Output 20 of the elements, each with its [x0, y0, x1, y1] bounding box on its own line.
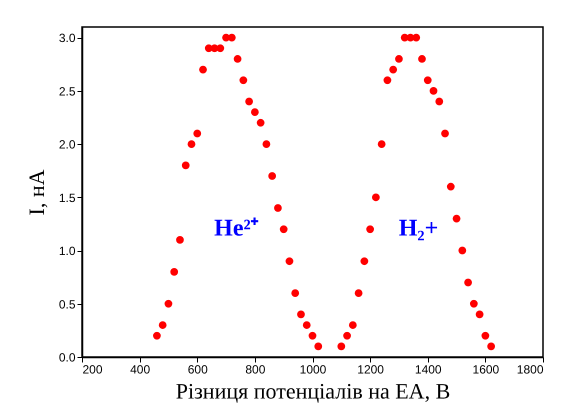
annotation: He²⁺	[214, 215, 259, 242]
y-tick-label: 1.5	[58, 190, 76, 205]
x-tick-label: 1600	[472, 362, 500, 376]
y-tick-label: 2.5	[58, 84, 76, 98]
x-tick-label: 200	[82, 362, 103, 376]
y-tick-label: 2.0	[58, 138, 76, 152]
y-tick-label: 1.0	[58, 244, 76, 258]
y-axis-title: I, нА	[24, 169, 49, 216]
y-tick-label: 0.5	[58, 297, 76, 312]
annotation: H₂+	[398, 215, 438, 242]
y-tick-label: 0.0	[58, 350, 76, 364]
x-tick-label: 1000	[300, 362, 327, 376]
y-tick-label: 3.0	[58, 31, 76, 46]
x-tick-label: 400	[130, 362, 150, 376]
x-tick-label: 1800	[516, 362, 544, 376]
x-tick-label: 1400	[414, 362, 442, 376]
x-tick-label: 800	[245, 362, 266, 376]
x-axis-title: Різниця потенціалів на ЕА, В	[176, 378, 450, 404]
x-tick-label: 1200	[357, 362, 384, 376]
x-tick-label: 600	[188, 362, 208, 376]
